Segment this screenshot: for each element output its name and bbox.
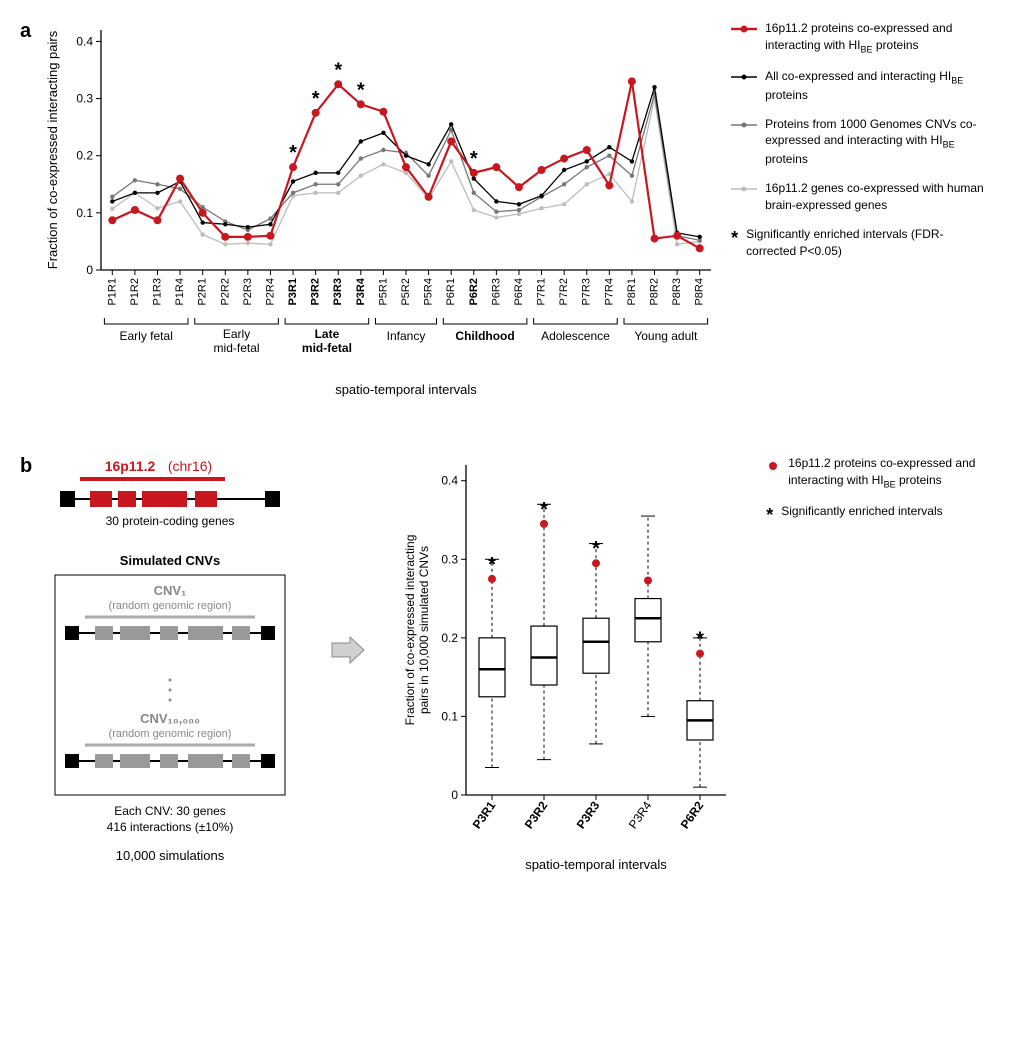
svg-text:P6R3: P6R3 bbox=[490, 278, 502, 306]
svg-text:30 protein-coding genes: 30 protein-coding genes bbox=[106, 514, 235, 528]
svg-text:*: * bbox=[488, 554, 496, 576]
svg-text:Fraction of co-expressed inter: Fraction of co-expressed interacting bbox=[403, 535, 417, 726]
svg-text:P6R4: P6R4 bbox=[513, 278, 525, 306]
svg-text:P3R2: P3R2 bbox=[310, 278, 322, 306]
svg-text:Early fetal: Early fetal bbox=[120, 329, 173, 343]
svg-text:0.4: 0.4 bbox=[76, 34, 93, 48]
legend-b-point: 16p11.2 proteins co-expressed and intera… bbox=[766, 455, 986, 491]
svg-text:0: 0 bbox=[452, 788, 459, 802]
legend-b-star: * Significantly enriched intervals bbox=[766, 503, 986, 528]
svg-text:mid-fetal: mid-fetal bbox=[302, 341, 352, 355]
svg-text:Each CNV: 30 genes: Each CNV: 30 genes bbox=[114, 804, 226, 818]
svg-text:P1R2: P1R2 bbox=[129, 278, 141, 306]
svg-text:P1R3: P1R3 bbox=[152, 278, 164, 306]
svg-text:0.4: 0.4 bbox=[442, 474, 459, 488]
svg-text:P3R3: P3R3 bbox=[332, 278, 344, 306]
svg-text:P8R1: P8R1 bbox=[626, 278, 638, 306]
svg-text:CNV₁: CNV₁ bbox=[154, 583, 187, 598]
svg-text:P6R1: P6R1 bbox=[445, 278, 457, 306]
svg-text:P7R4: P7R4 bbox=[603, 278, 615, 306]
svg-text:P8R4: P8R4 bbox=[694, 278, 706, 306]
svg-text:*: * bbox=[289, 142, 297, 164]
svg-text:Childhood: Childhood bbox=[456, 329, 515, 343]
svg-text:Fraction of co-expressed inter: Fraction of co-expressed interacting pai… bbox=[45, 30, 60, 269]
legend-item: 16p11.2 genes co-expressed with human br… bbox=[731, 180, 991, 214]
svg-text:*: * bbox=[312, 88, 320, 110]
panel-a: a 0 0.1 0.2 0.3 0.4 Fraction of co-expressed … bbox=[20, 20, 1000, 405]
svg-text:P3R2: P3R2 bbox=[522, 798, 551, 831]
svg-text:416 interactions (±10%): 416 interactions (±10%) bbox=[107, 820, 234, 834]
svg-text:P2R2: P2R2 bbox=[219, 278, 231, 306]
panel-b-legend: 16p11.2 proteins co-expressed and intera… bbox=[766, 455, 986, 540]
panel-b-svg: 0 0.1 0.2 0.3 0.4 Fraction of co-expressed in… bbox=[396, 455, 736, 875]
svg-text:P7R1: P7R1 bbox=[536, 278, 548, 306]
svg-text:16p11.2: 16p11.2 bbox=[105, 458, 156, 474]
svg-text:*: * bbox=[334, 59, 342, 81]
svg-text:Young adult: Young adult bbox=[634, 329, 698, 343]
svg-text:P5R2: P5R2 bbox=[400, 278, 412, 306]
svg-text:0.1: 0.1 bbox=[442, 709, 459, 723]
svg-text:0.3: 0.3 bbox=[76, 92, 93, 106]
svg-text:P2R4: P2R4 bbox=[265, 278, 277, 306]
svg-text:(chr16): (chr16) bbox=[168, 458, 212, 474]
svg-text:10,000 simulations: 10,000 simulations bbox=[116, 848, 225, 863]
svg-text:P7R3: P7R3 bbox=[581, 278, 593, 306]
svg-text:0.1: 0.1 bbox=[76, 206, 93, 220]
svg-text:P6R2: P6R2 bbox=[678, 798, 707, 831]
svg-text:*: * bbox=[470, 148, 478, 170]
svg-text:mid-fetal: mid-fetal bbox=[214, 341, 260, 355]
svg-text:P6R2: P6R2 bbox=[468, 278, 480, 306]
svg-text:P1R1: P1R1 bbox=[106, 278, 118, 306]
svg-text:(random genomic region): (random genomic region) bbox=[109, 728, 232, 740]
svg-text:pairs in 10,000 simulated CNVs: pairs in 10,000 simulated CNVs bbox=[417, 546, 431, 714]
svg-text:spatio-temporal intervals: spatio-temporal intervals bbox=[525, 857, 667, 872]
legend-b-point-text: 16p11.2 proteins co-expressed and intera… bbox=[788, 455, 986, 491]
panel-a-chart: 0 0.1 0.2 0.3 0.4 Fraction of co-expressed in… bbox=[41, 20, 721, 405]
svg-text:Infancy: Infancy bbox=[387, 329, 426, 343]
panel-b: 16p11.2 (chr16) 30 protein-coding genes Sim… bbox=[40, 455, 986, 888]
svg-text:0: 0 bbox=[86, 263, 93, 277]
svg-text:*: * bbox=[592, 538, 600, 560]
svg-text:*: * bbox=[357, 79, 365, 101]
legend-item: 16p11.2 proteins co-expressed and intera… bbox=[731, 20, 991, 56]
svg-text:0.2: 0.2 bbox=[442, 631, 459, 645]
panel-b-schematic: 16p11.2 (chr16) 30 protein-coding genes Sim… bbox=[40, 455, 300, 888]
svg-text:P3R3: P3R3 bbox=[574, 798, 603, 831]
svg-text:P8R3: P8R3 bbox=[671, 278, 683, 306]
svg-text:Simulated CNVs: Simulated CNVs bbox=[120, 553, 220, 568]
panel-a-label: a bbox=[20, 20, 31, 43]
star-icon: * bbox=[766, 503, 773, 528]
svg-text:0.3: 0.3 bbox=[442, 552, 459, 566]
svg-text:P3R4: P3R4 bbox=[626, 798, 655, 831]
svg-text:Adolescence: Adolescence bbox=[541, 329, 610, 343]
panel-b-label: b bbox=[20, 455, 32, 478]
svg-text:P2R1: P2R1 bbox=[197, 278, 209, 306]
arrow-icon bbox=[330, 635, 366, 670]
svg-text:P2R3: P2R3 bbox=[242, 278, 254, 306]
svg-text:P3R1: P3R1 bbox=[470, 798, 499, 831]
svg-text:P5R4: P5R4 bbox=[423, 278, 435, 306]
svg-text:Early: Early bbox=[223, 327, 250, 341]
legend-b-star-text: Significantly enriched intervals bbox=[781, 503, 942, 520]
svg-text:*: * bbox=[696, 629, 704, 651]
svg-text:(random genomic region): (random genomic region) bbox=[109, 600, 232, 612]
svg-text:P3R1: P3R1 bbox=[287, 278, 299, 306]
legend-item: All co-expressed and interacting HIBE pr… bbox=[731, 68, 991, 104]
panel-a-legend: 16p11.2 proteins co-expressed and intera… bbox=[731, 20, 991, 271]
svg-text:P3R4: P3R4 bbox=[355, 277, 367, 305]
panel-a-svg: 0 0.1 0.2 0.3 0.4 Fraction of co-expressed in… bbox=[41, 20, 721, 400]
svg-text:CNV₁₀,₀₀₀: CNV₁₀,₀₀₀ bbox=[140, 711, 200, 726]
svg-text:P7R2: P7R2 bbox=[558, 278, 570, 306]
svg-text:Late: Late bbox=[315, 327, 340, 341]
svg-text:0.2: 0.2 bbox=[76, 149, 93, 163]
legend-item: Proteins from 1000 Genomes CNVs co-expre… bbox=[731, 116, 991, 169]
svg-text:P5R1: P5R1 bbox=[378, 278, 390, 306]
svg-text:spatio-temporal intervals: spatio-temporal intervals bbox=[335, 382, 477, 397]
svg-text:P1R4: P1R4 bbox=[174, 278, 186, 306]
svg-text:*: * bbox=[540, 499, 548, 521]
panel-b-boxplot: 0 0.1 0.2 0.3 0.4 Fraction of co-expressed in… bbox=[396, 455, 736, 880]
svg-text:P8R2: P8R2 bbox=[649, 278, 661, 306]
schematic-svg: 16p11.2 (chr16) 30 protein-coding genes Sim… bbox=[40, 455, 300, 885]
